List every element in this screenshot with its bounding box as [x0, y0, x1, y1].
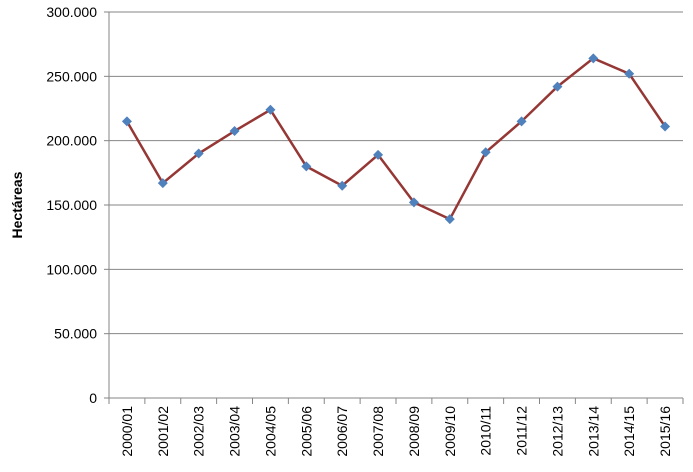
y-tick-label: 50.000 [54, 326, 97, 342]
marker [660, 121, 671, 132]
marker [480, 147, 491, 158]
x-tick-label: 2013/14 [585, 406, 601, 457]
marker [157, 178, 168, 189]
x-tick-label: 2002/03 [191, 406, 207, 457]
marker [624, 68, 635, 79]
x-tick-label: 2003/04 [227, 406, 243, 457]
x-tick-label: 2007/08 [370, 406, 386, 457]
marker [265, 104, 276, 115]
x-tick-label: 2006/07 [334, 406, 350, 457]
y-tick-label: 100.000 [46, 261, 97, 277]
marker [337, 180, 348, 191]
marker [444, 214, 455, 225]
x-tick-label: 2004/05 [262, 406, 278, 457]
x-tick-label: 2014/15 [621, 406, 637, 457]
marker [121, 116, 132, 127]
x-tick-label: 2015/16 [657, 406, 673, 457]
marker [516, 116, 527, 127]
x-tick-label: 2000/01 [119, 406, 135, 457]
marker [408, 197, 419, 208]
x-tick-label: 2012/13 [549, 406, 565, 457]
marker [552, 81, 563, 92]
x-tick-label: 2001/02 [155, 406, 171, 457]
marker [373, 149, 384, 160]
x-tick-label: 2005/06 [298, 406, 314, 457]
y-axis-title: Hectáreas [9, 171, 25, 238]
y-tick-label: 0 [89, 390, 97, 406]
y-tick-label: 150.000 [46, 197, 97, 213]
x-tick-label: 2009/10 [442, 406, 458, 457]
marker [193, 148, 204, 159]
y-tick-label: 250.000 [46, 68, 97, 84]
marker [229, 126, 240, 137]
y-tick-label: 300.000 [46, 4, 97, 20]
line [125, 56, 667, 221]
x-tick-label: 2010/11 [478, 406, 494, 456]
x-tick-label: 2011/12 [514, 406, 530, 456]
x-tick-label: 2008/09 [406, 406, 422, 457]
marker [301, 161, 312, 172]
marker [588, 53, 599, 64]
y-tick-label: 200.000 [46, 133, 97, 149]
